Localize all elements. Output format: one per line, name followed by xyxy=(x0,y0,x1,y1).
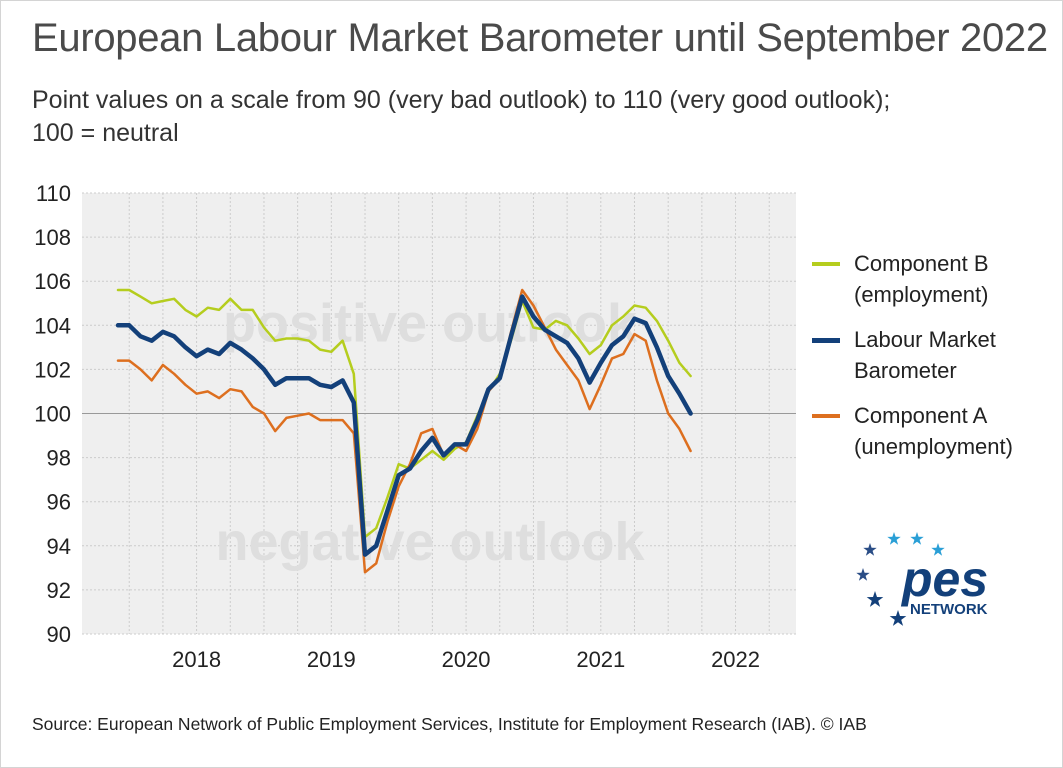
subtitle-line-2: 100 = neutral xyxy=(32,119,179,147)
x-tick-label: 2020 xyxy=(442,647,491,672)
y-tick-label: 102 xyxy=(34,357,71,382)
legend-item-component-a: Component A (unemployment) xyxy=(812,400,1052,462)
pes-network-logo: pes NETWORK xyxy=(856,532,988,626)
y-tick-label: 106 xyxy=(34,269,71,294)
y-tick-label: 108 xyxy=(34,225,71,250)
series-line-barometer xyxy=(115,294,693,557)
legend-swatch-component-b xyxy=(812,262,840,266)
legend-item-barometer: Labour Market Barometer xyxy=(812,324,1052,386)
x-tick-label: 2018 xyxy=(172,647,221,672)
star-icon xyxy=(931,543,945,556)
y-tick-label: 98 xyxy=(47,446,71,471)
x-tick-label: 2019 xyxy=(307,647,356,672)
y-tick-label: 96 xyxy=(47,490,71,515)
star-icon xyxy=(863,543,877,556)
legend-label-component-b-line-2: (employment) xyxy=(854,282,989,307)
logo-subtext: NETWORK xyxy=(910,601,988,618)
legend-item-component-b: Component B (employment) xyxy=(812,248,1052,310)
legend-label-component-a-line-1: Component A xyxy=(854,403,988,428)
legend-label-barometer-line-1: Labour Market xyxy=(854,327,996,352)
star-icon xyxy=(889,610,907,626)
y-tick-label: 104 xyxy=(34,313,71,338)
legend-swatch-barometer xyxy=(812,338,840,343)
x-tick-label: 2021 xyxy=(576,647,625,672)
star-icon xyxy=(887,532,901,545)
x-tick-label: 2022 xyxy=(711,647,760,672)
series-line-component-a xyxy=(116,288,692,574)
y-tick-label: 100 xyxy=(34,402,71,427)
chart-legend: Component B (employment) Labour Market B… xyxy=(812,248,1052,476)
chart-title: European Labour Market Barometer until S… xyxy=(32,16,1048,60)
legend-label-component-a-line-2: (unemployment) xyxy=(854,434,1013,459)
annotation-negative-outlook: negative outlook xyxy=(215,512,645,572)
y-tick-label: 94 xyxy=(47,534,71,559)
y-tick-label: 110 xyxy=(36,181,71,206)
eu-stars-icon xyxy=(856,532,945,626)
y-tick-label: 90 xyxy=(47,622,71,647)
legend-label-component-b-line-1: Component B xyxy=(854,251,989,276)
source-note: Source: European Network of Public Emplo… xyxy=(32,714,867,734)
star-icon xyxy=(866,591,884,607)
annotation-positive-outlook: positive outlook xyxy=(223,293,638,353)
legend-swatch-component-a xyxy=(812,414,840,418)
series-line-component-b xyxy=(116,288,692,539)
legend-label-barometer-line-2: Barometer xyxy=(854,358,957,383)
subtitle-line-1: Point values on a scale from 90 (very ba… xyxy=(32,86,891,114)
chart-subtitle: Point values on a scale from 90 (very ba… xyxy=(32,84,1032,150)
logo-text: pes xyxy=(900,551,988,607)
y-tick-label: 92 xyxy=(47,578,71,603)
star-icon xyxy=(910,532,924,545)
star-icon xyxy=(856,568,870,581)
